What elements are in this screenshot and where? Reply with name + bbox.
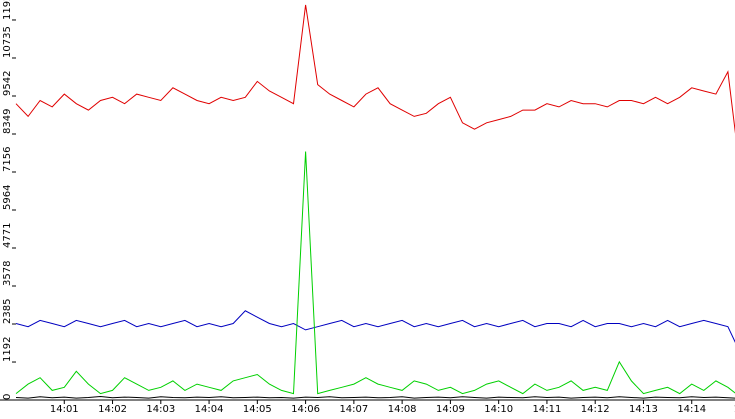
x-tick-label: 14:11 bbox=[533, 404, 562, 415]
y-tick-label: 0 bbox=[2, 394, 13, 400]
x-tick-label: 14:10 bbox=[484, 404, 513, 415]
x-tick-label: 14:03 bbox=[146, 404, 175, 415]
y-tick-label: 10735 bbox=[2, 26, 13, 58]
y-tick-label: 7156 bbox=[2, 147, 13, 172]
x-tick-label: 14:04 bbox=[195, 404, 224, 415]
y-tick-label: 11928 bbox=[2, 0, 13, 20]
y-tick-label: 3578 bbox=[2, 261, 13, 286]
x-tick-label: 14:14 bbox=[677, 404, 706, 415]
series-line bbox=[15, 4, 735, 134]
y-tick-label: 5964 bbox=[2, 185, 13, 210]
x-tick-label: 14:12 bbox=[581, 404, 610, 415]
y-tick-label: 2385 bbox=[2, 299, 13, 324]
x-tick-label: 14:08 bbox=[388, 404, 417, 415]
x-tick-label: 14:07 bbox=[339, 404, 368, 415]
series-line bbox=[15, 395, 735, 399]
y-tick-label: 1192 bbox=[2, 337, 13, 362]
x-tick-label: 14:01 bbox=[50, 404, 79, 415]
x-tick-label: 14:13 bbox=[629, 404, 658, 415]
series-line bbox=[15, 310, 735, 343]
x-tick-label: 14 bbox=[734, 404, 735, 415]
y-tick-label: 8349 bbox=[2, 109, 13, 134]
y-tick-label: 9542 bbox=[2, 71, 13, 96]
x-tick-label: 14:06 bbox=[291, 404, 320, 415]
y-tick-label: 4771 bbox=[2, 223, 13, 248]
x-tick-label: 14:05 bbox=[243, 404, 272, 415]
x-tick-label: 14:02 bbox=[98, 404, 127, 415]
series-line bbox=[15, 151, 735, 395]
x-tick-label: 14:09 bbox=[436, 404, 465, 415]
